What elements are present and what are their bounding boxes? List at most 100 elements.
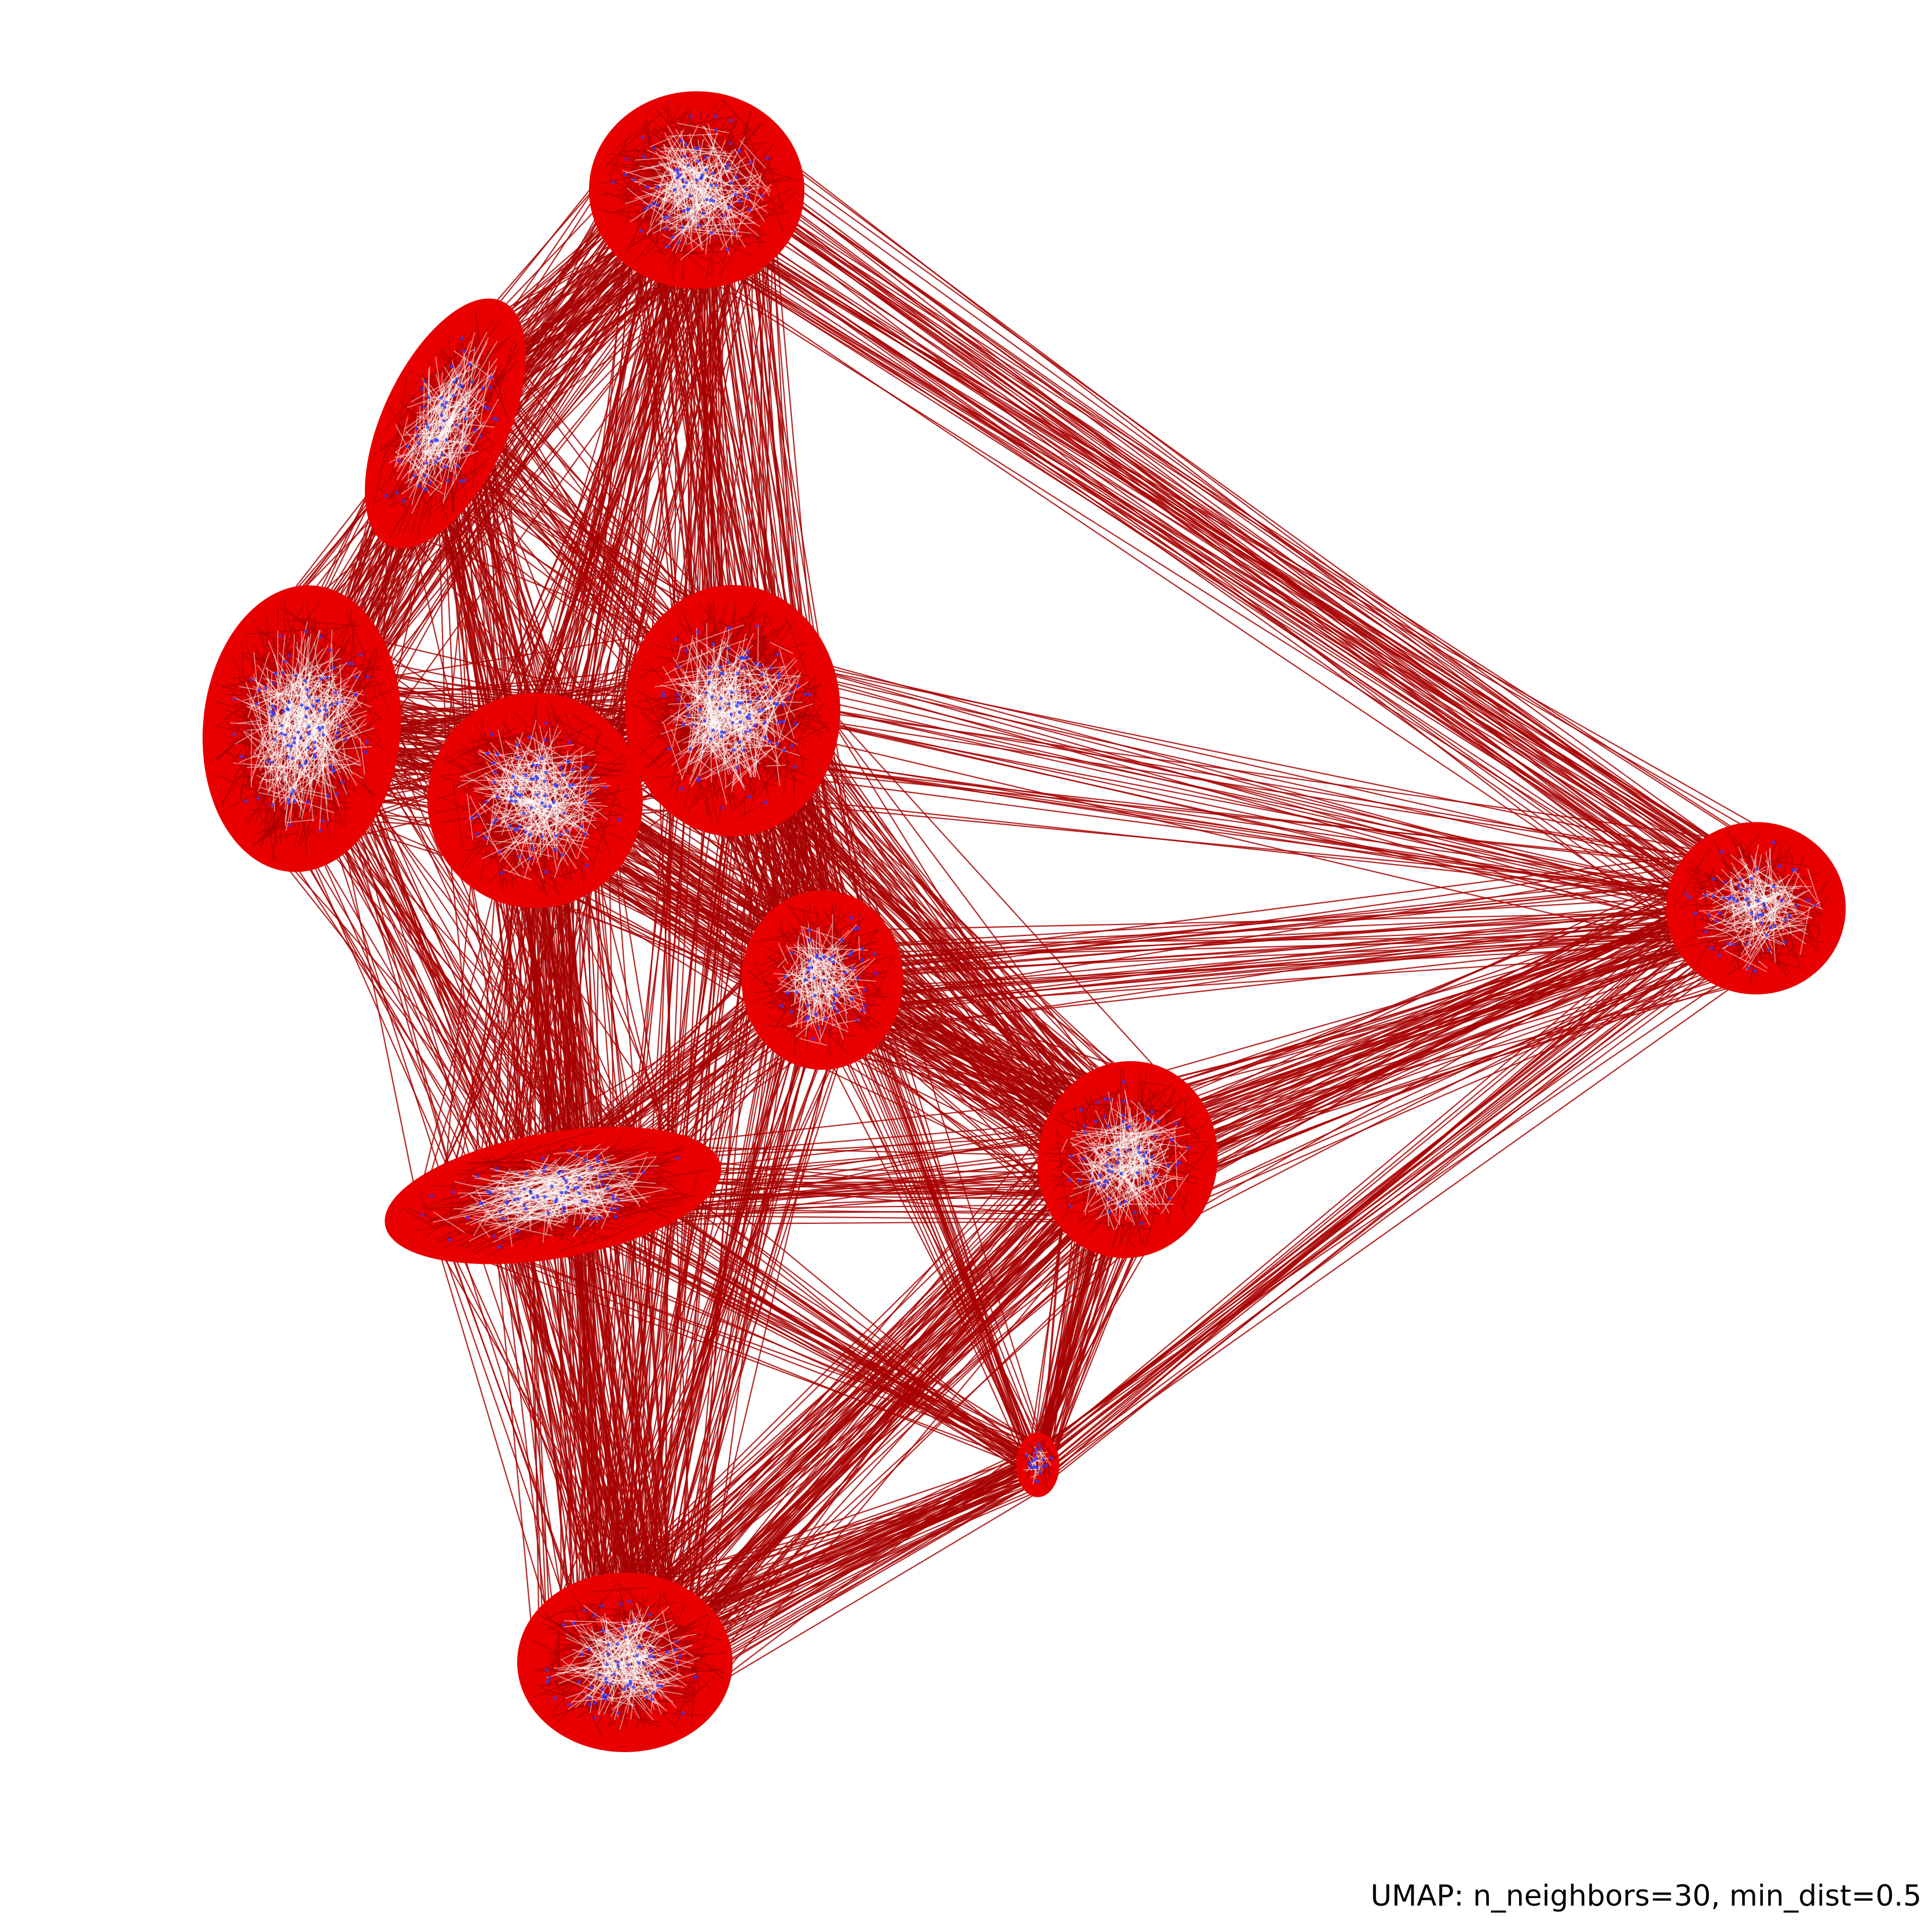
data-point [341, 780, 345, 784]
data-point [515, 1230, 519, 1233]
data-point [689, 747, 693, 751]
data-point [753, 661, 758, 666]
data-point [1094, 1119, 1098, 1123]
cluster [517, 1573, 733, 1752]
data-point [273, 707, 277, 711]
data-point [1098, 1173, 1102, 1178]
data-point [449, 364, 453, 368]
data-point [240, 755, 243, 759]
data-point [562, 1205, 566, 1209]
data-point [439, 396, 443, 400]
data-point [649, 1672, 652, 1676]
data-point [328, 648, 332, 652]
data-point [334, 736, 338, 740]
data-point [609, 1207, 613, 1211]
data-point [480, 1201, 484, 1205]
data-point [736, 701, 740, 705]
data-point [306, 745, 310, 750]
data-point [324, 708, 328, 712]
data-point [544, 721, 548, 725]
data-point [331, 767, 335, 772]
data-point [702, 719, 707, 723]
cluster [741, 890, 903, 1070]
data-point [511, 775, 515, 779]
data-point [586, 766, 590, 769]
data-point [540, 801, 544, 805]
data-point [651, 1655, 655, 1659]
data-point [535, 763, 539, 767]
data-point [523, 830, 527, 834]
data-point [1144, 1161, 1148, 1165]
data-point [595, 1185, 599, 1189]
edge-bundle [627, 114, 1822, 968]
data-point [727, 702, 731, 706]
data-point [561, 853, 564, 857]
data-point [492, 821, 496, 825]
data-point [1177, 1161, 1181, 1165]
data-point [522, 1203, 526, 1207]
data-point [584, 1200, 588, 1204]
data-point [1787, 914, 1791, 918]
data-point [1133, 1211, 1137, 1215]
data-point [440, 403, 444, 407]
data-point [292, 741, 297, 745]
data-point [1761, 912, 1765, 916]
data-point [793, 722, 797, 726]
data-point [637, 1661, 641, 1665]
data-point [630, 1619, 634, 1624]
data-point [760, 672, 764, 677]
data-point [1773, 924, 1777, 928]
data-point [490, 732, 494, 736]
plot-caption: UMAP: n_neighbors=30, min_dist=0.5 [1370, 1879, 1922, 1913]
data-point [476, 1174, 480, 1178]
data-point [686, 163, 690, 167]
data-point [623, 1635, 627, 1639]
data-point [544, 770, 548, 774]
data-point [678, 173, 682, 177]
data-point [1727, 897, 1731, 901]
data-point [559, 1191, 564, 1195]
edge-bundle [1024, 862, 1827, 1487]
data-point [541, 1169, 546, 1173]
data-point [572, 1621, 576, 1625]
data-point [707, 680, 711, 684]
data-point [576, 1186, 580, 1190]
data-point [334, 690, 338, 694]
data-point [632, 1685, 635, 1689]
data-point [758, 709, 762, 713]
data-point [709, 183, 713, 187]
data-point [705, 198, 709, 202]
data-point [442, 419, 447, 423]
data-point [514, 799, 518, 803]
data-point [862, 1004, 866, 1008]
data-point [497, 1245, 502, 1249]
cluster [427, 693, 643, 908]
data-point [639, 229, 643, 233]
data-point [736, 672, 740, 675]
data-point [312, 704, 316, 708]
data-point [420, 1213, 425, 1217]
data-point [1739, 878, 1743, 882]
data-point [860, 958, 864, 962]
clusters-layer [202, 91, 1846, 1752]
data-point [546, 1211, 550, 1215]
data-point [1750, 911, 1754, 915]
data-point [338, 724, 342, 727]
data-point [775, 742, 779, 746]
data-point [571, 783, 575, 787]
data-point [344, 737, 348, 741]
data-point [462, 349, 466, 353]
data-point [832, 1006, 836, 1010]
data-point [270, 803, 274, 807]
data-point [424, 488, 428, 491]
data-point [489, 375, 493, 379]
data-point [543, 1165, 547, 1169]
data-point [715, 183, 718, 187]
data-point [664, 227, 668, 231]
data-point [583, 1608, 587, 1613]
data-point [747, 713, 751, 717]
data-point [738, 656, 742, 660]
data-point [767, 740, 771, 744]
data-point [824, 1017, 828, 1021]
data-point [666, 244, 670, 248]
